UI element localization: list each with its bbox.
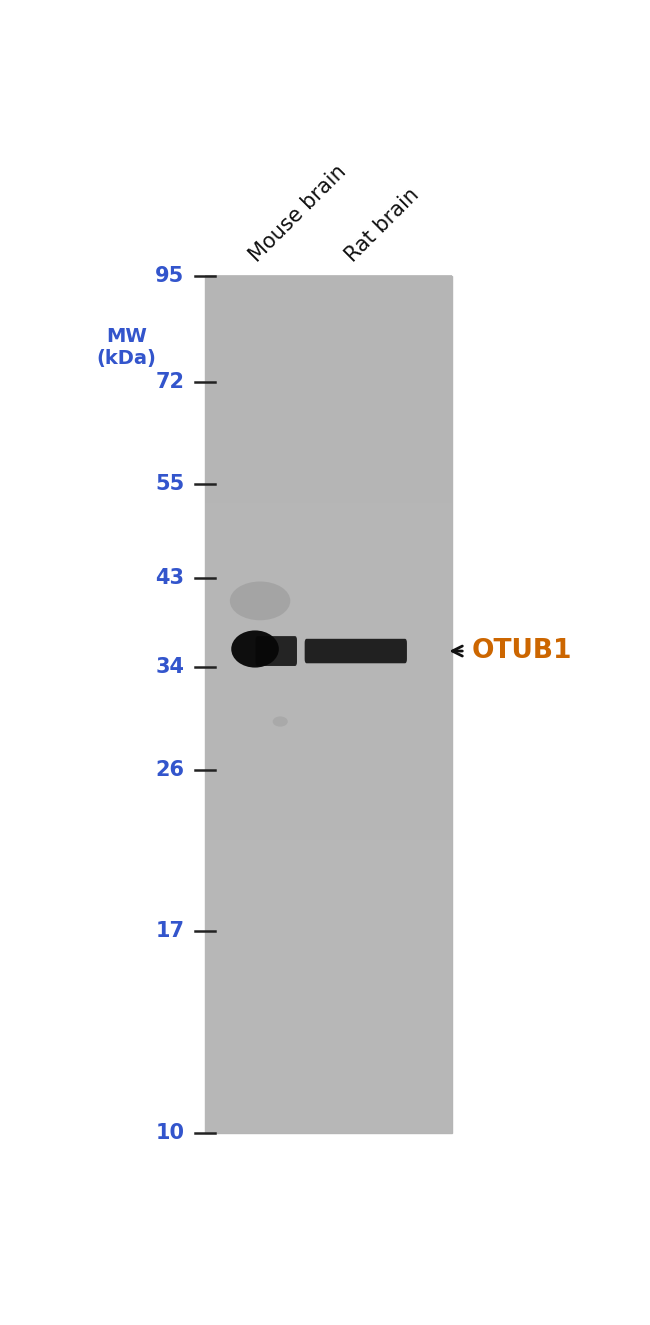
Text: Mouse brain: Mouse brain [246, 162, 350, 266]
Text: 26: 26 [155, 759, 185, 779]
Text: 72: 72 [155, 372, 185, 392]
Ellipse shape [230, 582, 291, 620]
Text: 10: 10 [155, 1124, 185, 1143]
FancyBboxPatch shape [255, 636, 297, 666]
Text: 34: 34 [155, 657, 185, 677]
Ellipse shape [231, 631, 279, 668]
Bar [205, 277, 452, 1133]
Ellipse shape [273, 717, 288, 726]
FancyBboxPatch shape [305, 639, 407, 664]
Text: 43: 43 [155, 568, 185, 588]
Text: OTUB1: OTUB1 [472, 639, 572, 664]
Text: Rat brain: Rat brain [342, 184, 423, 266]
Text: 95: 95 [155, 266, 185, 286]
Text: MW
(kDa): MW (kDa) [97, 327, 157, 368]
Text: 55: 55 [155, 474, 185, 494]
Text: 17: 17 [155, 921, 185, 941]
